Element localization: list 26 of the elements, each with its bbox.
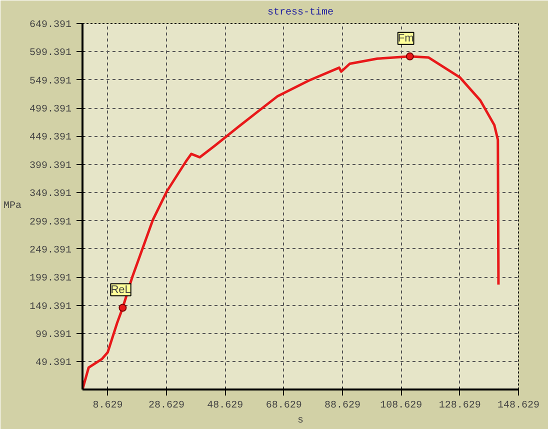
chart-title: stress-time <box>267 6 334 18</box>
y-tick-label: 49.391 <box>35 358 72 370</box>
x-tick-label: 28.629 <box>148 400 184 412</box>
annotation: Fm <box>398 32 414 44</box>
y-tick-label: 599.391 <box>29 48 72 60</box>
x-tick-label: 148.629 <box>497 400 540 412</box>
x-tick-label: 68.629 <box>266 400 302 412</box>
y-tick-label: 299.391 <box>29 217 72 228</box>
x-tick-label: 128.629 <box>438 400 481 412</box>
y-tick-label: 449.391 <box>29 132 72 144</box>
y-tick-label: 199.391 <box>29 274 72 285</box>
x-tick-label: 48.629 <box>207 400 244 412</box>
y-tick-label: 499.391 <box>29 104 72 116</box>
y-tick-label: 549.391 <box>29 76 72 88</box>
y-tick-label: 249.391 <box>29 245 72 256</box>
y-axis-title: MPa <box>3 201 22 212</box>
x-tick-label: 108.629 <box>380 400 422 412</box>
x-tick-label: 8.629 <box>92 400 123 412</box>
annotation: ReL <box>110 284 131 296</box>
x-axis-title: s <box>298 416 304 426</box>
y-tick-label: 399.391 <box>29 160 72 172</box>
x-tick-label: 88.629 <box>324 400 361 412</box>
y-tick-label: 99.391 <box>35 330 72 341</box>
y-tick-label: 149.391 <box>29 302 72 313</box>
y-tick-label: 349.391 <box>29 189 72 200</box>
y-tick-label: 649.391 <box>29 20 72 31</box>
